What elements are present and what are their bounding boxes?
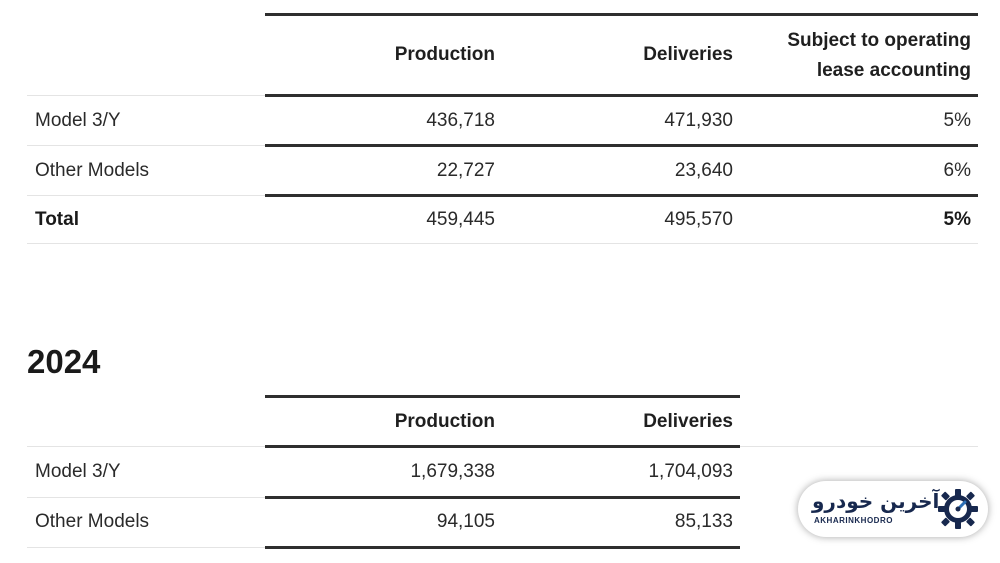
cell-lease: 6% [943, 160, 971, 181]
row-divider [27, 95, 265, 96]
row-rule [265, 144, 978, 147]
logo-text-en: AKHARINKHODRO [814, 516, 893, 525]
cell-production: 459,445 [426, 209, 495, 230]
row-divider [27, 446, 265, 447]
logo-text-fa: آخرین خودرو [812, 489, 940, 513]
cell-production: 22,727 [436, 160, 495, 181]
cell-deliveries: 1,704,093 [648, 461, 733, 482]
table-top-rule [265, 13, 978, 16]
section-title-2024: 2024 [27, 343, 101, 380]
cell-lease: 5% [943, 209, 971, 230]
header-production: Production [394, 411, 495, 432]
cell-deliveries: 23,640 [674, 160, 733, 181]
table-bottom-rule [265, 546, 740, 549]
header-lease-line2: lease accounting [816, 60, 971, 81]
cell-production: 94,105 [436, 511, 495, 532]
cell-deliveries: 85,133 [674, 511, 733, 532]
watermark-logo: آخرین خودرو AKHARINKHODRO [798, 481, 988, 537]
row-label: Model 3/Y [35, 461, 121, 482]
cell-production: 1,679,338 [410, 461, 495, 482]
row-divider [27, 195, 265, 196]
row-divider [27, 547, 265, 548]
table-top-rule [265, 395, 740, 398]
row-rule [265, 194, 978, 197]
header-rule [265, 94, 978, 97]
table-bottom-divider [27, 243, 978, 244]
header-lease-line1: Subject to operating [787, 30, 971, 51]
header-deliveries: Deliveries [643, 44, 733, 65]
cell-deliveries: 495,570 [664, 209, 733, 230]
cell-lease: 5% [943, 110, 971, 131]
cell-deliveries: 471,930 [664, 110, 733, 131]
row-label: Other Models [35, 511, 150, 532]
header-deliveries: Deliveries [643, 411, 733, 432]
row-divider [27, 145, 265, 146]
row-label: Model 3/Y [35, 110, 121, 131]
speedometer-gear-icon [938, 489, 978, 529]
row-divider [740, 446, 978, 447]
row-label: Other Models [35, 160, 150, 181]
row-divider [27, 497, 265, 498]
header-rule [265, 445, 740, 448]
cell-production: 436,718 [426, 110, 495, 131]
row-rule [265, 496, 740, 499]
header-production: Production [394, 44, 495, 65]
row-label-total: Total [35, 209, 79, 230]
